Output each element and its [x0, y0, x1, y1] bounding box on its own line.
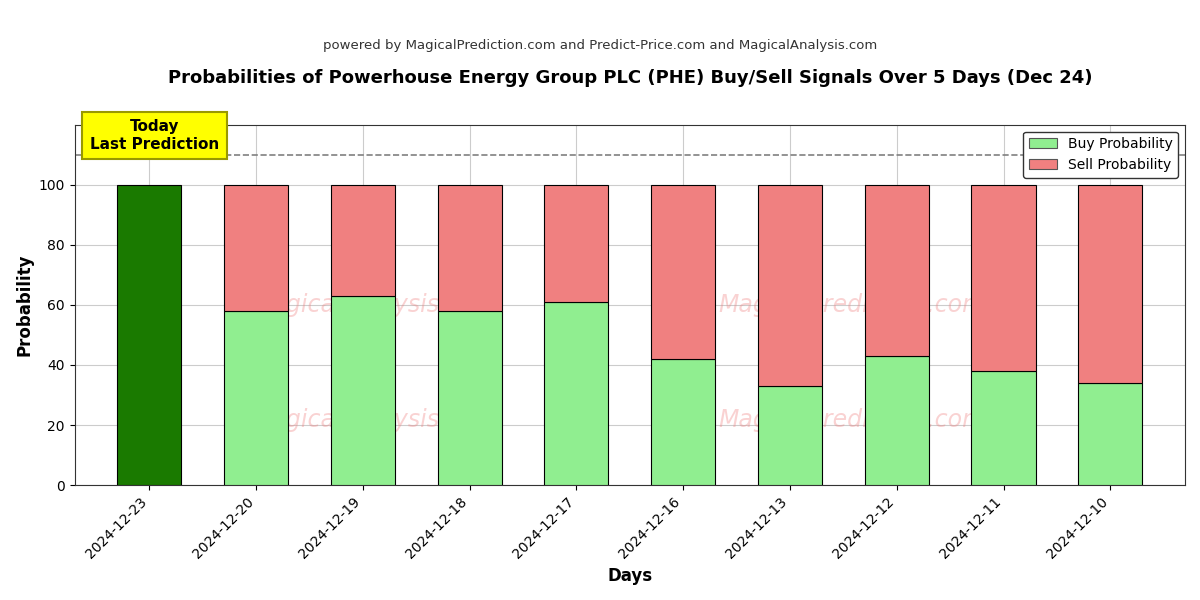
Bar	[652, 359, 715, 485]
Text: MagicalPrediction.com: MagicalPrediction.com	[719, 408, 985, 432]
Title: Probabilities of Powerhouse Energy Group PLC (PHE) Buy/Sell Signals Over 5 Days : Probabilities of Powerhouse Energy Group…	[168, 69, 1092, 87]
Text: MagicalPrediction.com: MagicalPrediction.com	[719, 293, 985, 317]
Bar	[652, 185, 715, 359]
Bar	[758, 386, 822, 485]
Bar	[331, 185, 395, 296]
Bar	[545, 302, 608, 485]
Bar	[331, 296, 395, 485]
Bar	[1079, 383, 1142, 485]
Text: Today
Last Prediction: Today Last Prediction	[90, 119, 220, 152]
Bar	[972, 185, 1036, 371]
Legend: Buy Probability, Sell Probability: Buy Probability, Sell Probability	[1024, 131, 1178, 178]
Bar	[1079, 185, 1142, 383]
X-axis label: Days: Days	[607, 567, 653, 585]
Y-axis label: Probability: Probability	[16, 254, 34, 356]
Bar	[118, 185, 181, 485]
Text: MagicalAnalysis.com: MagicalAnalysis.com	[252, 293, 498, 317]
Text: powered by MagicalPrediction.com and Predict-Price.com and MagicalAnalysis.com: powered by MagicalPrediction.com and Pre…	[323, 38, 877, 52]
Bar	[972, 371, 1036, 485]
Bar	[438, 311, 502, 485]
Bar	[224, 185, 288, 311]
Bar	[438, 185, 502, 311]
Bar	[545, 185, 608, 302]
Bar	[758, 185, 822, 386]
Text: MagicalAnalysis.com: MagicalAnalysis.com	[252, 408, 498, 432]
Bar	[865, 185, 929, 356]
Bar	[224, 311, 288, 485]
Bar	[865, 356, 929, 485]
